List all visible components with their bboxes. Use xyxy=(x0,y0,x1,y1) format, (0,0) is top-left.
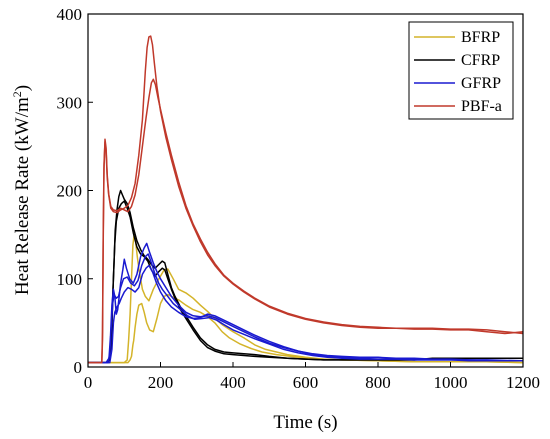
x-tick-label: 800 xyxy=(365,373,391,392)
x-tick-label: 1000 xyxy=(434,373,468,392)
y-tick-label: 400 xyxy=(57,5,83,24)
x-axis-title: Time (s) xyxy=(273,412,337,433)
y-tick-label: 100 xyxy=(57,270,83,289)
x-tick-label: 600 xyxy=(293,373,319,392)
legend-label-bfrp: BFRP xyxy=(461,29,500,46)
x-tick-label: 400 xyxy=(220,373,246,392)
series-line-gfrp-run-3 xyxy=(88,264,523,364)
y-axis-title: Heat Release Rate (kW/m2) xyxy=(10,85,33,295)
y-tick-label: 0 xyxy=(74,358,83,377)
series-line-gfrp-run-1 xyxy=(88,242,523,364)
series-line-cfrp-run-2 xyxy=(88,200,523,364)
series-line-gfrp-run-2 xyxy=(88,253,523,364)
series-line-cfrp-run-1 xyxy=(88,189,523,364)
y-tick-label: 200 xyxy=(57,182,83,201)
y-axis-title-tail: ) xyxy=(12,85,33,91)
legend-box xyxy=(408,21,514,120)
legend-label-pbf-a: PBF-a xyxy=(461,98,502,115)
legend-label-gfrp: GFRP xyxy=(461,75,501,92)
x-tick-label: 1200 xyxy=(506,373,540,392)
x-tick-label: 0 xyxy=(84,373,93,392)
legend: BFRP CFRP GFRP PBF-a xyxy=(408,21,514,120)
series-line-bfrp-run-1 xyxy=(88,231,523,364)
series-line-pbf-a-run-2 xyxy=(88,78,523,364)
y-tick-label: 300 xyxy=(57,93,83,112)
y-axis-title-main: Heat Release Rate (kW/m xyxy=(12,97,33,295)
tick-layer: 0 200 400 600 800 1000 1200 0 100 200 300 400 xyxy=(57,5,541,392)
series-line-bfrp-run-2 xyxy=(88,293,523,364)
y-axis-title-superscript: 2 xyxy=(10,91,24,97)
series-layer xyxy=(88,35,523,364)
x-tick-label: 200 xyxy=(148,373,174,392)
legend-label-cfrp: CFRP xyxy=(461,52,500,69)
